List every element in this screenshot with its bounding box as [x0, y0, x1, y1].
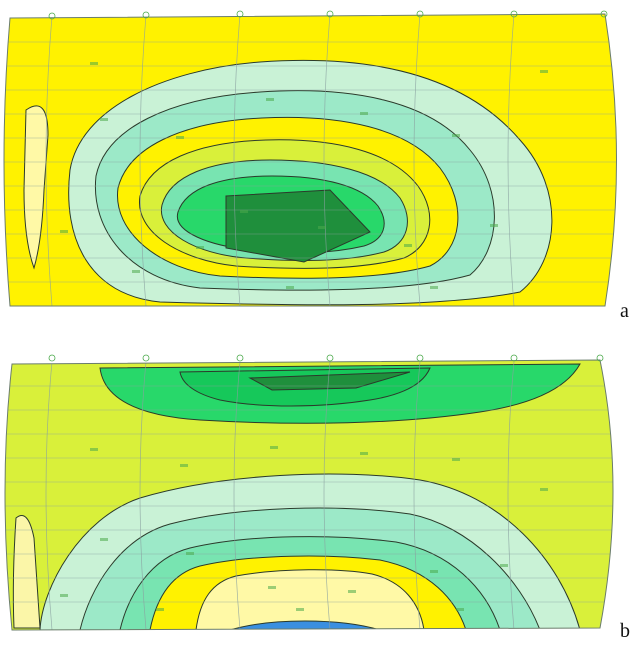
panel-label-b: b — [620, 620, 630, 642]
panel-label-a: a — [620, 300, 629, 322]
contour-plot-b-svg — [4, 354, 614, 631]
contour-plot-b: b — [0, 338, 630, 646]
node-markers-top-a — [48, 10, 608, 20]
contour-plot-a: a — [0, 0, 629, 322]
mesh-grid-horizontal-b — [5, 385, 613, 603]
node-markers-field-b — [60, 446, 548, 611]
mesh-grid-horizontal — [4, 41, 617, 283]
contour-band-core — [225, 189, 371, 263]
mesh-grid-vertical — [45, 14, 515, 306]
contour-band-bottom-5-b — [195, 569, 425, 630]
contour-plot-a-svg — [3, 10, 617, 307]
mesh-grid-vertical-b — [45, 361, 515, 630]
shell-outline-a — [3, 13, 617, 307]
contour-band-left-pale — [23, 105, 49, 270]
node-markers-top-b — [48, 354, 604, 362]
shell-outline-b — [4, 359, 614, 631]
contour-band-left-b — [12, 515, 41, 629]
node-markers-field-a — [60, 62, 548, 289]
